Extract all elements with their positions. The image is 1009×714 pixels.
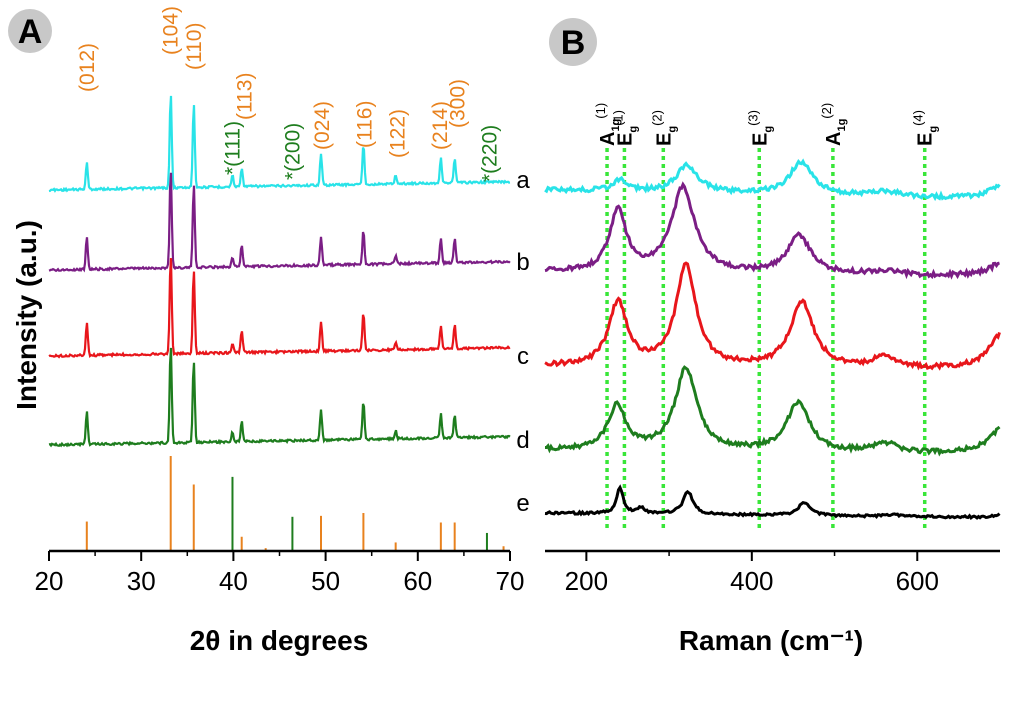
trace-label-c: c [517,343,529,370]
xrd-trace-d [48,347,511,448]
trace-label-e: e [516,490,529,517]
raman-mode-label: Eg(2) [649,110,678,146]
raman-mode-label: Eg(3) [745,110,774,146]
xrd-x-tick-label: 60 [403,566,432,596]
xrd-hkl-label: (113) [233,73,256,120]
xrd-traces [48,95,511,448]
xrd-x-tick-label: 40 [219,566,248,596]
xrd-hkl-annotations: (012) (104) (110) *(111)(113) *(200) (024) (11… [76,6,502,182]
xrd-hkl-label: (104) [160,6,183,55]
xrd-hkl-label: *(111) [221,121,244,175]
raman-x-tick-label: 200 [565,566,608,596]
raman-trace-b [544,181,1000,280]
raman-traces [544,158,1001,521]
panel-b-letter: B [561,24,586,62]
xrd-hkl-label: (110) [183,23,206,70]
xrd-x-tick-label: 70 [496,566,525,596]
xrd-x-axis-title: 2θ in degrees [190,625,369,656]
xrd-hkl-label: *(200) [281,123,304,180]
panel-b-raman: B A1g(1)Eg(1) Eg(2) Eg(3) A1g(2) Eg(4) a b c d e… [516,18,1001,656]
raman-x-tick-label: 600 [896,566,939,596]
xrd-hkl-label: *(220) [479,125,502,182]
xrd-hkl-label: (012) [76,43,99,92]
panel-a-letter: A [18,13,43,51]
raman-mode-label: A1g(2) [819,103,848,146]
panel-a-badge [8,9,52,53]
xrd-x-tick-label: 30 [127,566,156,596]
raman-trace-labels: a b c d e [516,167,530,517]
xrd-trace-b [48,172,511,273]
trace-label-b: b [516,249,529,276]
trace-label-a: a [516,167,530,194]
trace-label-d: d [516,427,529,454]
xrd-trace-a [48,95,511,193]
raman-mode-label: A1g(1) [593,103,622,146]
xrd-hkl-label: (116) [353,101,376,148]
raman-mode-label: Eg(1) [610,110,639,146]
y-axis-title: Intensity (a.u.) [11,220,42,410]
raman-x-ticks: 200 400 600 [565,551,939,596]
xrd-x-tick-label: 50 [311,566,340,596]
panel-a-xrd: A (012)(104) (110)*(111)(113)*(200) (024)(… [8,6,524,656]
xrd-hkl-label: (024) [311,101,334,150]
panel-b-badge [549,18,597,66]
raman-trace-a [544,158,1001,202]
raman-mode-label: Eg(4) [911,110,940,146]
raman-x-axis-title: Raman (cm⁻¹) [679,625,863,656]
xrd-hkl-label: (300) [446,79,469,128]
xrd-hkl-label: (122) [387,109,410,158]
raman-trace-d [545,365,1001,457]
raman-trace-c [544,261,1001,371]
xrd-hkl-label: (214) [429,101,452,150]
raman-x-tick-label: 400 [730,566,773,596]
xrd-trace-c [48,258,511,359]
xrd-x-ticks: 20 30 40 50 60 70 [35,551,525,596]
xrd-reference-sticks [85,456,505,551]
raman-trace-e [544,484,1001,521]
raman-mode-lines: A1g(1)Eg(1) Eg(2) Eg(3) A1g(2) Eg(4) [593,103,940,530]
xrd-x-tick-label: 20 [35,566,64,596]
